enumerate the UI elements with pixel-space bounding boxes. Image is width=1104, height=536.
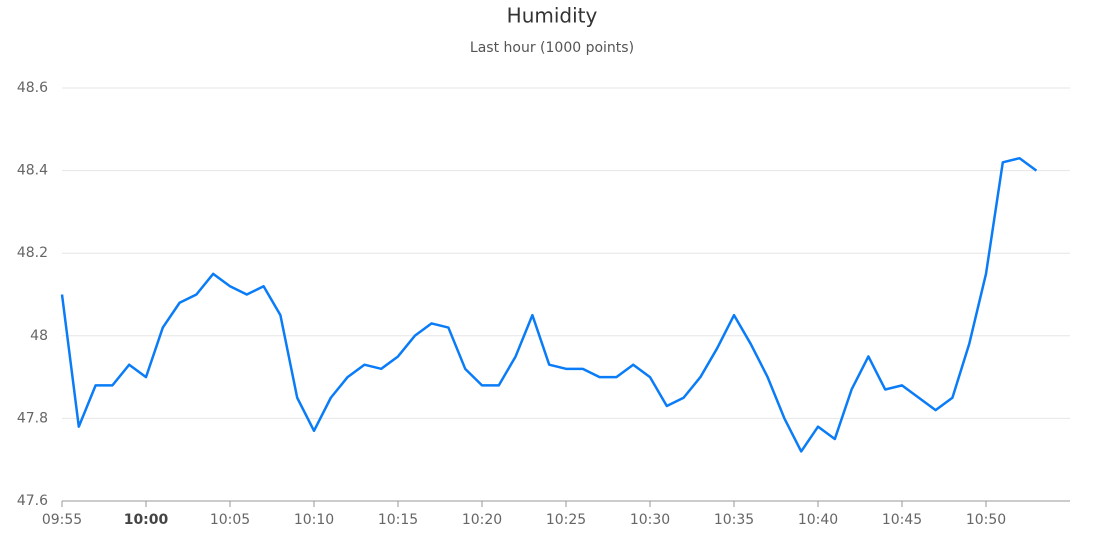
- x-tick-label: 10:25: [546, 512, 586, 528]
- x-tick-label: 10:10: [294, 512, 334, 528]
- y-tick-label: 48.6: [17, 80, 48, 96]
- x-tick-label: 10:30: [630, 512, 670, 528]
- y-tick-label: 48.2: [17, 245, 48, 261]
- x-tick-label: 10:40: [798, 512, 838, 528]
- x-tick-label: 10:45: [882, 512, 922, 528]
- x-tick-label: 10:20: [462, 512, 502, 528]
- line: [60, 156, 1038, 453]
- y-tick-label: 48: [30, 328, 48, 344]
- x-tick-label: 10:00: [124, 512, 169, 528]
- x-tick-label: 09:55: [42, 512, 82, 528]
- x-tick-label: 10:50: [966, 512, 1006, 528]
- chart-subtitle: Last hour (1000 points): [470, 40, 634, 56]
- y-tick-label: 47.6: [17, 493, 48, 509]
- x-tick-label: 10:15: [378, 512, 418, 528]
- y-tick-label: 48.4: [17, 163, 48, 179]
- y-tick-label: 47.8: [17, 410, 48, 426]
- x-tick-label: 10:35: [714, 512, 754, 528]
- chart-title: Humidity: [507, 4, 598, 28]
- x-tick-label: 10:05: [210, 512, 250, 528]
